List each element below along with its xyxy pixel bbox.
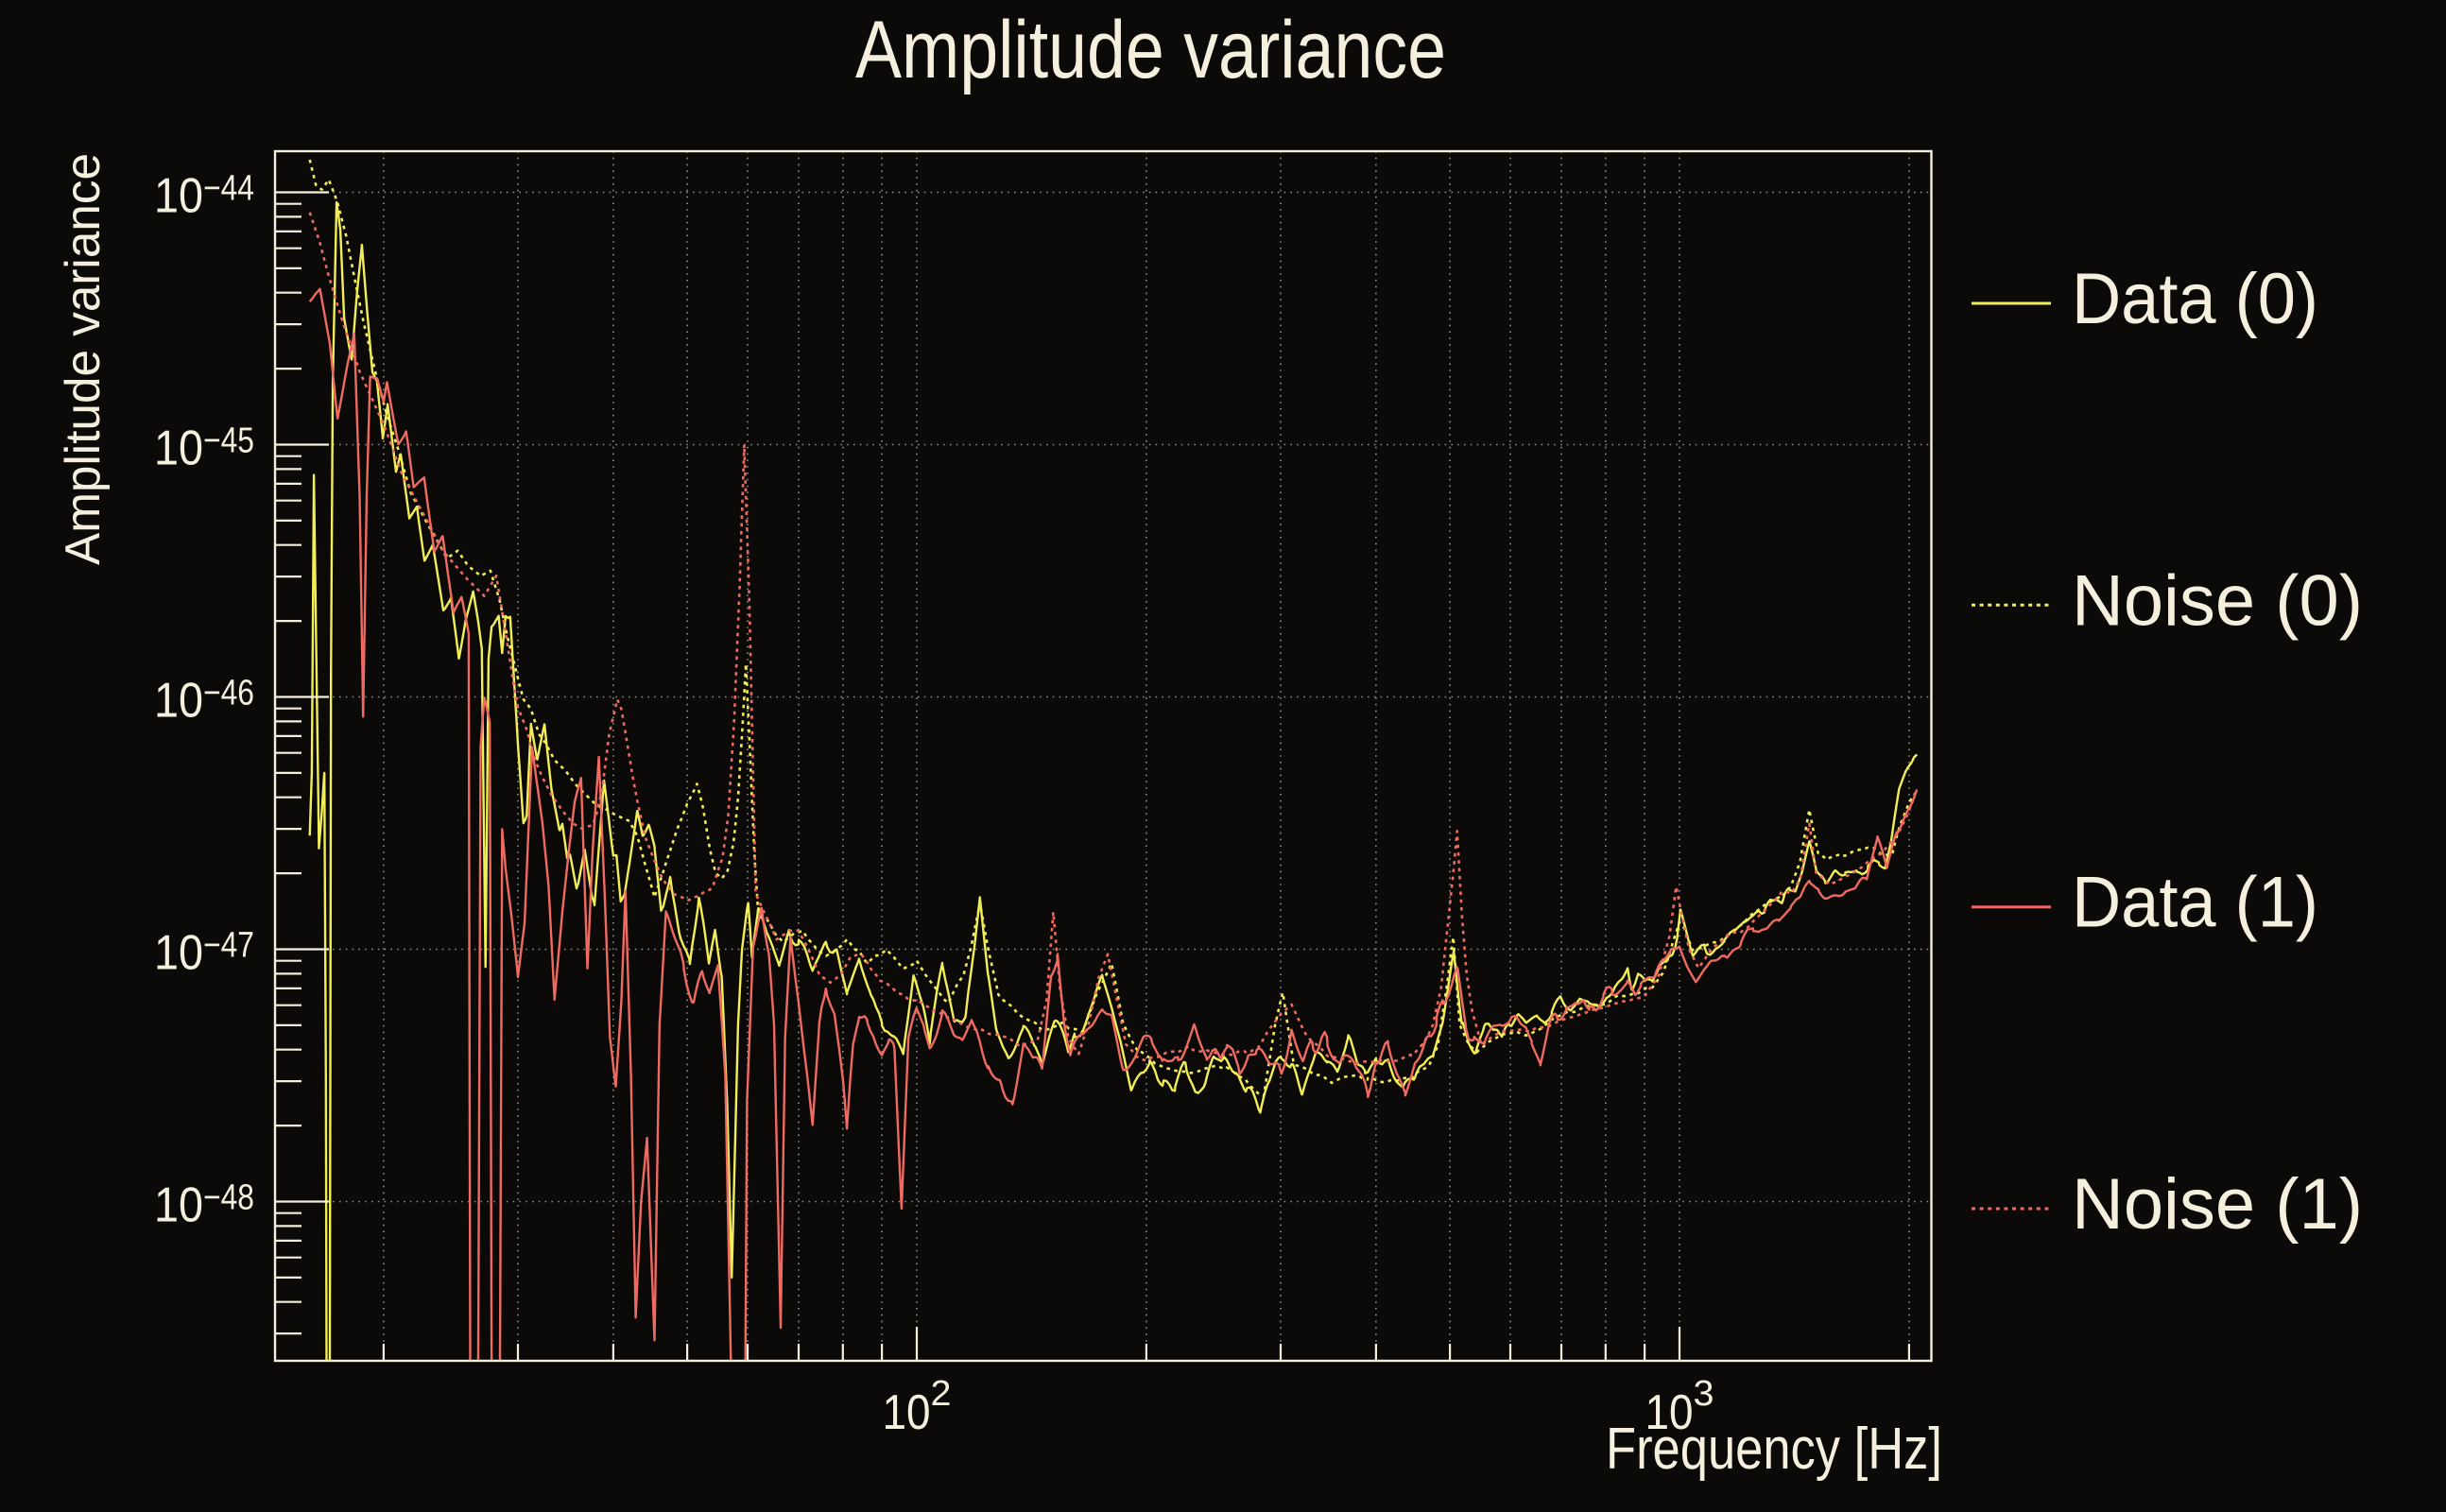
svg-text:−47: −47 [203, 926, 254, 966]
svg-text:10: 10 [154, 169, 203, 224]
svg-text:Amplitude variance: Amplitude variance [56, 153, 111, 565]
svg-text:−48: −48 [203, 1178, 254, 1218]
svg-text:3: 3 [1694, 1374, 1714, 1414]
svg-text:Frequency [Hz]: Frequency [Hz] [1606, 1417, 1942, 1482]
svg-text:10: 10 [154, 1178, 203, 1233]
svg-text:10: 10 [1645, 1385, 1694, 1440]
svg-text:−44: −44 [203, 169, 254, 209]
svg-text:Noise (1): Noise (1) [2072, 1164, 2363, 1245]
svg-text:Data (1): Data (1) [2072, 863, 2318, 943]
svg-text:10: 10 [883, 1385, 931, 1440]
svg-text:10: 10 [154, 674, 203, 729]
svg-text:10: 10 [154, 926, 203, 981]
svg-text:−46: −46 [203, 674, 254, 713]
svg-text:Data (0): Data (0) [2072, 259, 2318, 339]
svg-text:Noise (0): Noise (0) [2072, 560, 2363, 641]
svg-text:−45: −45 [203, 421, 254, 461]
svg-text:10: 10 [154, 421, 203, 476]
svg-text:Amplitude variance: Amplitude variance [855, 5, 1446, 95]
svg-text:2: 2 [931, 1374, 952, 1414]
